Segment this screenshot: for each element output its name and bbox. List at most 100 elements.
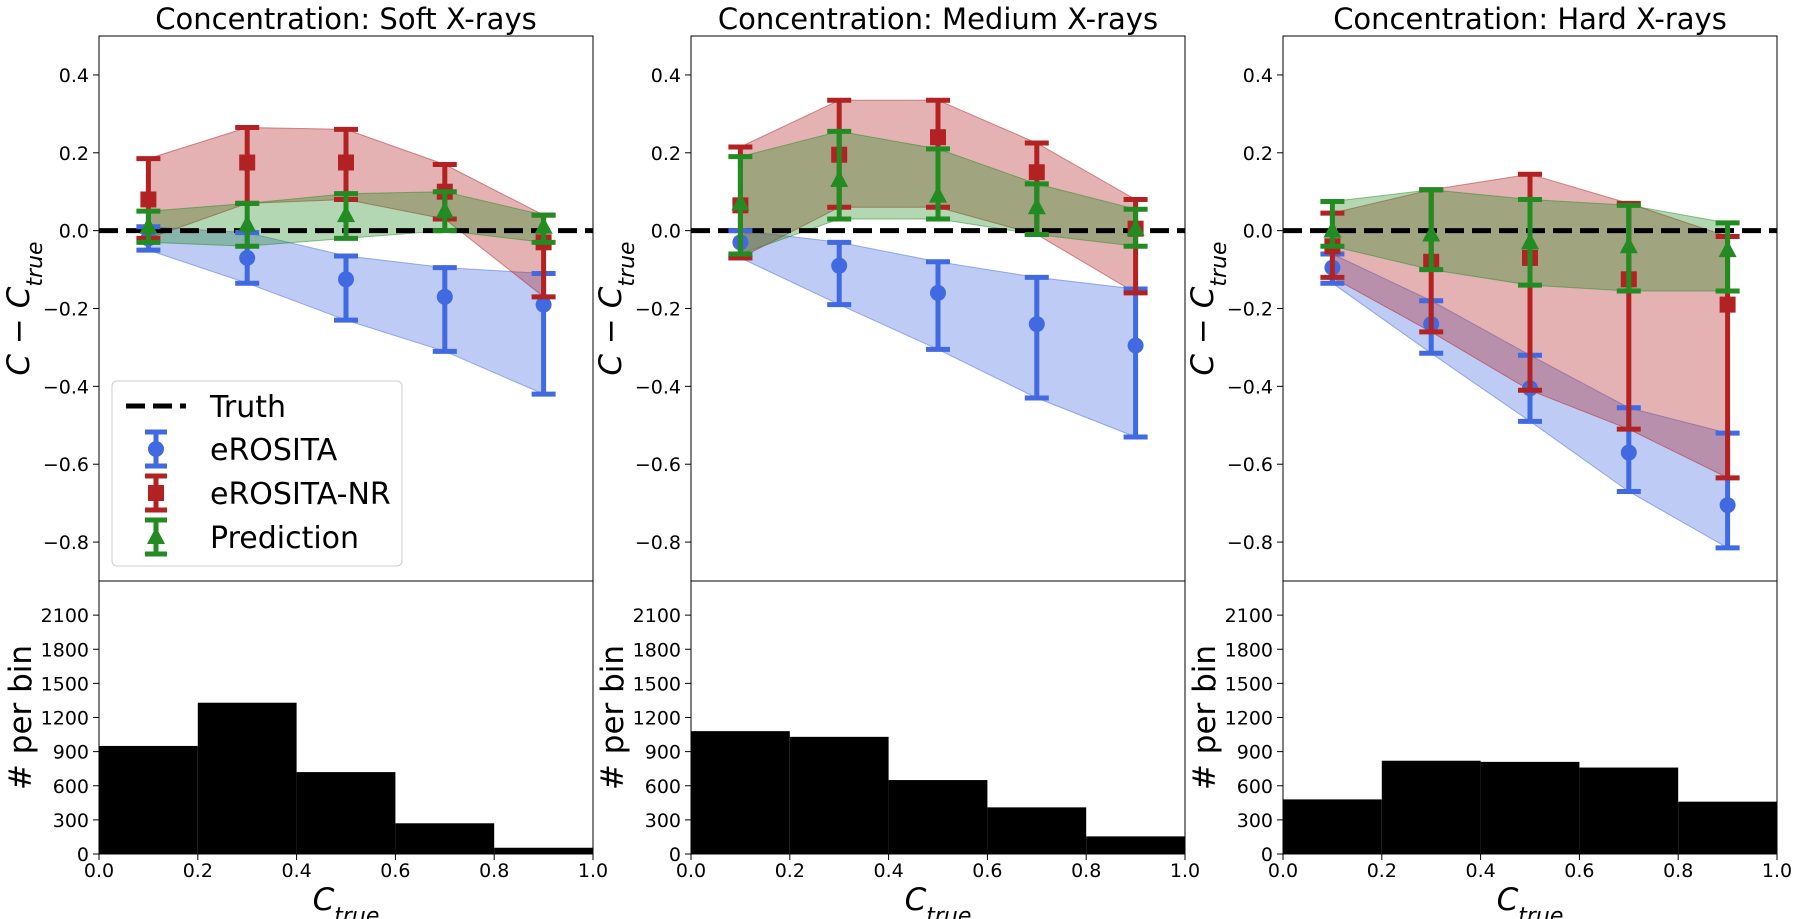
y-axis-label-sub: true <box>23 241 48 286</box>
panel-bottom-3: 0 300 600 900 1200 1500 1800 2100 0.0 0.2 0.4 0.6 0.… <box>1187 580 1792 919</box>
x-tick-label: 0.6 <box>380 860 410 882</box>
y-tick-label: 0.0 <box>1243 221 1273 243</box>
y-tick-label: 1500 <box>633 673 681 695</box>
y-tick-label: 0.4 <box>1243 65 1273 87</box>
y-tick-label: −0.8 <box>43 532 89 554</box>
x-axis-label-sub: true <box>1518 904 1563 919</box>
y-tick-label: 0.2 <box>1243 143 1273 165</box>
y-tick-label: 300 <box>645 810 681 832</box>
x-axis-label: Ctrue <box>905 882 972 919</box>
data-point <box>731 193 750 211</box>
y-tick-label: −0.4 <box>43 376 89 398</box>
histogram-bar <box>1086 836 1185 854</box>
histogram-bar <box>1480 761 1580 854</box>
data-point <box>337 205 355 223</box>
y-axis-label: # per bin <box>3 645 39 790</box>
y-tick-label: 300 <box>53 810 89 832</box>
data-point <box>930 284 946 301</box>
y-tick-label: 1800 <box>1225 639 1273 661</box>
data-point <box>239 154 256 171</box>
y-tick-label: 600 <box>1237 776 1273 798</box>
histogram-bar <box>888 780 988 854</box>
x-axis-label-sub: true <box>334 904 379 919</box>
x-tick-label: 0.2 <box>183 860 213 882</box>
x-tick-label: 0.8 <box>479 860 509 882</box>
y-tick-label: 2100 <box>633 605 681 627</box>
y-tick-label: 900 <box>53 742 89 764</box>
data-point <box>1422 224 1441 242</box>
data-point <box>831 257 848 274</box>
legend-label: Truth <box>209 390 286 425</box>
histogram-bar <box>494 847 593 854</box>
data-point <box>1323 220 1342 238</box>
x-tick-label: 0.4 <box>281 860 311 882</box>
legend-label: eROSITA <box>210 433 338 468</box>
data-point <box>338 271 354 288</box>
y-axis-label-text: C − C <box>593 286 629 375</box>
y-axis-label: C − Ctrue <box>1 241 48 375</box>
x-axis-label: Ctrue <box>313 882 380 919</box>
histogram-bar <box>296 772 396 854</box>
y-axis-label-sub: true <box>615 241 640 286</box>
data-point <box>929 185 947 203</box>
x-axis-label-sub: true <box>926 904 971 919</box>
y-tick-label: 900 <box>645 742 681 764</box>
y-axis-label: # per bin <box>1187 645 1223 790</box>
data-point <box>239 249 256 266</box>
legend-marker <box>148 485 164 501</box>
x-tick-label: 0.6 <box>1564 860 1594 882</box>
y-tick-label: 2100 <box>41 605 89 627</box>
y-tick-label: 0.2 <box>59 143 89 165</box>
panel-title: Concentration: Medium X-rays <box>718 2 1158 36</box>
legend: Truth eROSITA eROSITA-NR Prediction <box>111 380 403 567</box>
legend-label: eROSITA-NR <box>210 477 391 512</box>
data-point <box>930 129 946 146</box>
histogram-bar <box>987 807 1087 854</box>
legend-label: Prediction <box>210 521 359 556</box>
panel-top-3: Concentration: Hard X-rays C − Ctrue 0.4 0.… <box>1185 2 1778 582</box>
data-point <box>436 288 453 305</box>
y-axis-label-text: C − C <box>1 286 37 375</box>
x-tick-label: 0.4 <box>1465 860 1495 882</box>
data-point <box>338 154 354 171</box>
legend-marker <box>147 527 165 544</box>
y-tick-label: −0.6 <box>43 454 89 476</box>
y-tick-label: 1800 <box>41 639 89 661</box>
panel-bottom-2: 0 300 600 900 1200 1500 1800 2100 0.0 0.2 0.4 0.6 0.… <box>595 580 1200 919</box>
histogram-bar <box>789 736 889 854</box>
x-axis-label: Ctrue <box>1497 882 1564 919</box>
x-tick-label: 1.0 <box>1170 860 1200 882</box>
y-axis-label-sub: true <box>1207 241 1232 286</box>
x-tick-label: 0.0 <box>676 860 706 882</box>
y-tick-label: −0.8 <box>635 532 681 554</box>
data-point <box>535 296 552 313</box>
y-tick-label: −0.8 <box>1227 532 1273 554</box>
panel-bottom-1: 0 300 600 900 1200 1500 1800 2100 0.0 0.2 0.4 0.6 0.… <box>3 580 608 919</box>
y-tick-label: 0.2 <box>651 143 681 165</box>
data-point <box>830 170 849 188</box>
y-tick-label: 0.4 <box>651 65 681 87</box>
x-axis-label-main: C <box>313 882 335 918</box>
y-axis-label: C − Ctrue <box>593 241 640 375</box>
y-tick-label: −0.2 <box>43 299 89 321</box>
data-point <box>140 191 157 208</box>
y-tick-label: 300 <box>1237 810 1273 832</box>
x-tick-label: 1.0 <box>578 860 608 882</box>
y-axis-label: C − Ctrue <box>1185 241 1232 375</box>
panel-top-1: Concentration: Soft X-rays C − Ctrue 0.4 0.… <box>1 2 594 582</box>
y-tick-label: 0.4 <box>59 65 89 87</box>
y-tick-label: −0.2 <box>635 299 681 321</box>
y-tick-label: 1800 <box>633 639 681 661</box>
y-tick-label: 600 <box>645 776 681 798</box>
y-tick-label: 0.0 <box>59 221 89 243</box>
histogram-bar <box>197 702 297 854</box>
y-tick-label: 1500 <box>41 673 89 695</box>
series-prediction <box>136 189 556 249</box>
histogram-bar <box>395 823 495 854</box>
x-tick-label: 0.8 <box>1071 860 1101 882</box>
data-point <box>1718 240 1737 258</box>
x-tick-label: 0.0 <box>1268 860 1298 882</box>
y-tick-label: −0.2 <box>1227 299 1273 321</box>
data-point <box>435 201 454 219</box>
